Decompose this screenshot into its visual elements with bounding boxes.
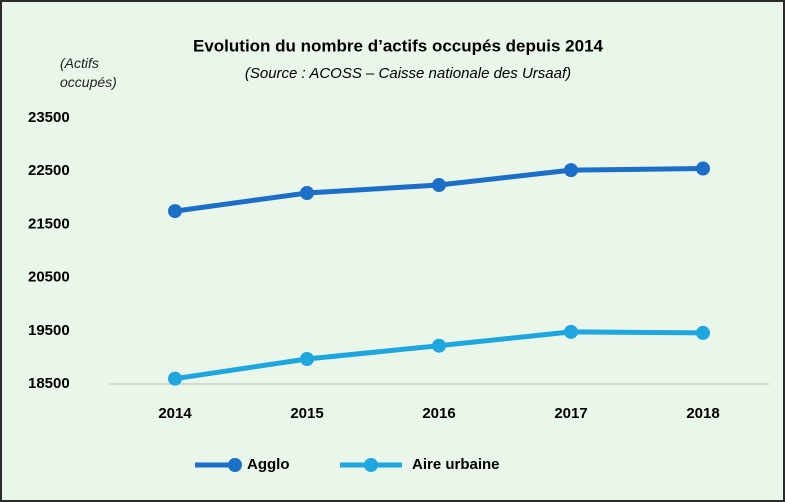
legend-label: Aire urbaine [412, 456, 500, 473]
chart-title: Evolution du nombre d’actifs occupés dep… [193, 36, 604, 55]
legend-label: Agglo [247, 456, 290, 473]
y-tick-label: 18500 [28, 375, 70, 392]
point [564, 324, 578, 339]
point [300, 186, 314, 201]
x-tick-label: 2015 [290, 405, 323, 422]
y-tick-label: 21500 [28, 215, 70, 232]
x-tick-label: 2014 [158, 405, 192, 422]
legend-marker [228, 458, 242, 472]
point [432, 338, 446, 353]
point [168, 204, 182, 219]
legend-marker [364, 458, 378, 472]
point [696, 161, 710, 176]
y-tick-label: 20500 [28, 269, 70, 286]
y-tick-label: 23500 [28, 109, 70, 126]
y-tick-label: 22500 [28, 162, 70, 179]
x-tick-label: 2018 [686, 405, 719, 422]
chart-subtitle: (Source : ACOSS – Caisse nationale des U… [245, 65, 571, 82]
x-tick-label: 2017 [554, 405, 587, 422]
point [696, 325, 710, 340]
point [168, 371, 182, 386]
point [564, 163, 578, 178]
point [432, 178, 446, 193]
x-tick-label: 2016 [422, 405, 455, 422]
y-axis-label: (Actifs occupés) [60, 55, 117, 90]
point [300, 351, 314, 366]
y-tick-label: 19500 [28, 322, 70, 339]
